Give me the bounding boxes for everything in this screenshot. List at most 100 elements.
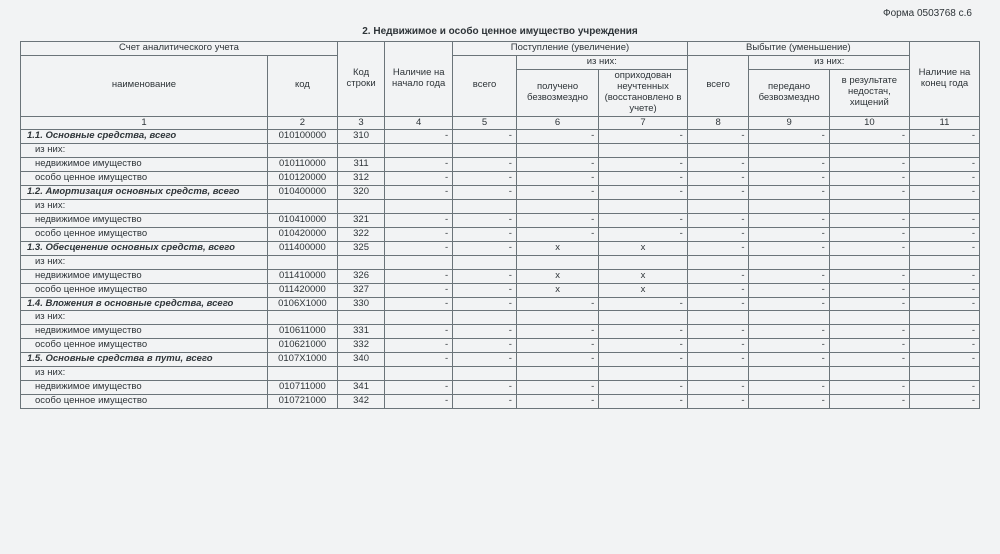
row-name: 1.1. Основные средства, всего bbox=[21, 130, 268, 144]
cell: - bbox=[453, 172, 517, 186]
cell: - bbox=[687, 353, 749, 367]
cell bbox=[385, 144, 453, 158]
cell: - bbox=[749, 130, 829, 144]
cell: - bbox=[749, 158, 829, 172]
table-row: 1.4. Вложения в основные средства, всего… bbox=[21, 297, 980, 311]
row-name: особо ценное имущество bbox=[21, 283, 268, 297]
cell: - bbox=[453, 325, 517, 339]
cell: - bbox=[453, 130, 517, 144]
cell: - bbox=[909, 241, 979, 255]
cell: - bbox=[749, 394, 829, 408]
cell: - bbox=[385, 394, 453, 408]
cell: - bbox=[749, 213, 829, 227]
cell: - bbox=[516, 381, 598, 395]
cell: - bbox=[829, 283, 909, 297]
cell: - bbox=[749, 297, 829, 311]
cell: - bbox=[687, 381, 749, 395]
cell: - bbox=[599, 158, 688, 172]
cell: - bbox=[385, 130, 453, 144]
cell: - bbox=[829, 186, 909, 200]
row-line bbox=[337, 144, 384, 158]
row-code bbox=[267, 144, 337, 158]
cell: - bbox=[829, 381, 909, 395]
cell: - bbox=[385, 283, 453, 297]
row-code: 010621000 bbox=[267, 339, 337, 353]
cell: - bbox=[909, 353, 979, 367]
hdr-code: код bbox=[267, 55, 337, 116]
row-name: недвижимое имущество bbox=[21, 269, 268, 283]
row-name: 1.3. Обесценение основных средств, всего bbox=[21, 241, 268, 255]
row-name: 1.4. Вложения в основные средства, всего bbox=[21, 297, 268, 311]
cell: - bbox=[749, 339, 829, 353]
cell: - bbox=[599, 353, 688, 367]
cell: - bbox=[829, 325, 909, 339]
hdr-line: Код строки bbox=[337, 42, 384, 117]
row-code: 010420000 bbox=[267, 227, 337, 241]
cell: - bbox=[385, 339, 453, 353]
cell: - bbox=[385, 381, 453, 395]
row-line: 341 bbox=[337, 381, 384, 395]
cell: - bbox=[599, 297, 688, 311]
cell: - bbox=[516, 158, 598, 172]
cell bbox=[453, 255, 517, 269]
cell: - bbox=[909, 213, 979, 227]
cell: - bbox=[516, 325, 598, 339]
cell bbox=[599, 255, 688, 269]
row-code: 0107X1000 bbox=[267, 353, 337, 367]
table-row: особо ценное имущество010420000322------… bbox=[21, 227, 980, 241]
row-line: 310 bbox=[337, 130, 384, 144]
table-row: 1.5. Основные средства в пути, всего0107… bbox=[21, 353, 980, 367]
row-line: 331 bbox=[337, 325, 384, 339]
cell: - bbox=[749, 186, 829, 200]
table-row: из них: bbox=[21, 311, 980, 325]
cell bbox=[516, 255, 598, 269]
cell bbox=[516, 367, 598, 381]
cell bbox=[687, 255, 749, 269]
hdr-in2: оприходован неучтенных (восстановлено в … bbox=[599, 69, 688, 116]
hdr-begin: Наличие на начало года bbox=[385, 42, 453, 117]
row-code bbox=[267, 367, 337, 381]
cell: - bbox=[385, 186, 453, 200]
row-line: 326 bbox=[337, 269, 384, 283]
cell: - bbox=[829, 130, 909, 144]
cell bbox=[687, 144, 749, 158]
cell: - bbox=[909, 172, 979, 186]
cell bbox=[516, 144, 598, 158]
cell bbox=[749, 200, 829, 214]
table-row: особо ценное имущество010120000312------… bbox=[21, 172, 980, 186]
row-name: особо ценное имущество bbox=[21, 339, 268, 353]
cell bbox=[453, 367, 517, 381]
cell: - bbox=[385, 297, 453, 311]
cell: - bbox=[829, 227, 909, 241]
cell: - bbox=[687, 394, 749, 408]
cell: - bbox=[516, 172, 598, 186]
main-table: Счет аналитического учета Код строки Нал… bbox=[20, 41, 980, 409]
cell: - bbox=[385, 213, 453, 227]
cell bbox=[385, 311, 453, 325]
row-code bbox=[267, 200, 337, 214]
cell: - bbox=[749, 381, 829, 395]
row-name: из них: bbox=[21, 255, 268, 269]
hdr-in-group: Поступление (увеличение) bbox=[453, 42, 688, 56]
col-number-row: 1 2 3 4 5 6 7 8 9 10 11 bbox=[21, 116, 980, 130]
cell bbox=[687, 311, 749, 325]
cell: - bbox=[453, 269, 517, 283]
table-row: особо ценное имущество010721000342------… bbox=[21, 394, 980, 408]
cell: - bbox=[385, 353, 453, 367]
cell bbox=[516, 200, 598, 214]
row-line bbox=[337, 255, 384, 269]
cell bbox=[829, 367, 909, 381]
cell: - bbox=[749, 353, 829, 367]
row-code: 010711000 bbox=[267, 381, 337, 395]
cell bbox=[687, 367, 749, 381]
row-name: 1.2. Амортизация основных средств, всего bbox=[21, 186, 268, 200]
table-row: особо ценное имущество010621000332------… bbox=[21, 339, 980, 353]
cell: - bbox=[909, 325, 979, 339]
cell bbox=[453, 311, 517, 325]
cell: x bbox=[599, 241, 688, 255]
cell bbox=[599, 311, 688, 325]
row-line bbox=[337, 200, 384, 214]
table-row: недвижимое имущество011410000326--xx---- bbox=[21, 269, 980, 283]
cell bbox=[909, 200, 979, 214]
cell: - bbox=[749, 172, 829, 186]
